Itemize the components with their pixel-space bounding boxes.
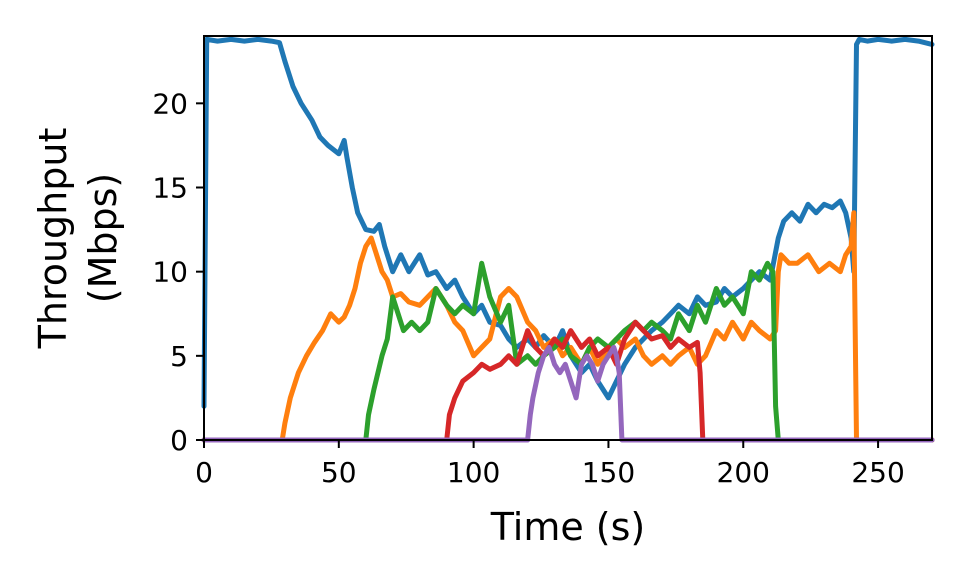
- x-tick-label: 100: [447, 456, 500, 489]
- series-line-3: [201, 260, 935, 443]
- y-tick-label: 15: [152, 172, 188, 205]
- x-tick-label: 50: [321, 456, 357, 489]
- y-tick-label: 20: [152, 87, 188, 120]
- x-tick-label: 250: [851, 456, 904, 489]
- series-line-2: [201, 210, 935, 443]
- plot-frame: [203, 35, 933, 441]
- series-line-5: [201, 344, 935, 443]
- y-tick-label: 10: [152, 256, 188, 289]
- y-axis-label-line1: Throughput: [31, 128, 75, 350]
- x-tick-label: 0: [195, 456, 213, 489]
- series-layer: [201, 36, 935, 443]
- y-axis-label: Throughput (Mbps): [31, 128, 125, 350]
- x-tick-label: 200: [717, 456, 770, 489]
- y-tick-label: 5: [170, 340, 188, 373]
- y-axis-label-line2: (Mbps): [81, 173, 125, 303]
- series-line-4: [201, 319, 935, 443]
- x-tick-label: 150: [582, 456, 635, 489]
- y-tick-label: 0: [170, 424, 188, 457]
- x-axis-label: Time (s): [490, 505, 646, 549]
- tick-layer: 0 50 100 150 200 250 0 5 10 15 20: [152, 87, 904, 489]
